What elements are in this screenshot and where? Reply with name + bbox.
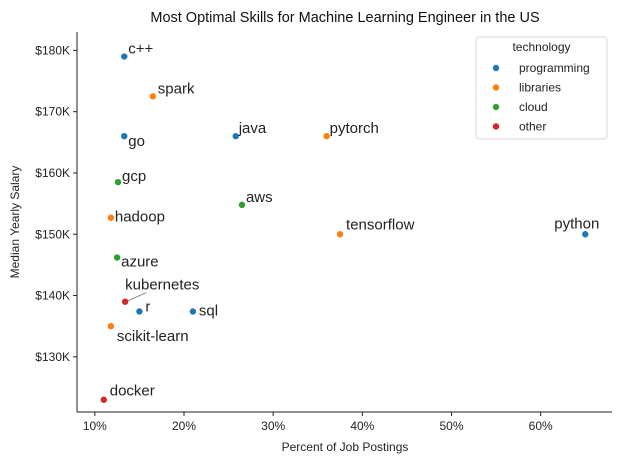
data-point [336, 230, 345, 239]
y-tick-label: $140K [35, 289, 70, 303]
y-tick-label: $180K [35, 43, 70, 57]
point-label: tensorflow [346, 216, 415, 233]
point-label: spark [158, 80, 195, 97]
y-tick-label: $160K [35, 166, 70, 180]
x-tick-label: 10% [83, 419, 107, 433]
data-point [581, 230, 590, 239]
point-label: docker [110, 383, 155, 400]
point-label: c++ [128, 41, 153, 58]
point-label: pytorch [330, 120, 379, 137]
data-point [148, 92, 157, 101]
point-label: hadoop [115, 209, 165, 226]
point-label: gcp [122, 168, 146, 185]
data-point [120, 52, 129, 61]
y-tick-label: $170K [35, 105, 70, 119]
data-point [114, 178, 123, 187]
label-connector [127, 292, 147, 302]
legend-label: libraries [519, 81, 561, 95]
point-label: azure [121, 254, 159, 271]
x-tick-label: 20% [172, 419, 196, 433]
point-label: scikit-learn [117, 328, 189, 345]
data-point [322, 132, 331, 141]
point-label: python [554, 215, 599, 232]
plot-area: 10% 20% 30% 40% 50% 60% $130K $140K $150K $160K $1… [35, 32, 612, 433]
x-tick-label: 40% [350, 419, 374, 433]
data-point [237, 200, 246, 209]
point-label: go [128, 133, 145, 150]
x-tick-label: 30% [261, 419, 285, 433]
legend-marker [491, 103, 500, 112]
y-tick-label: $150K [35, 227, 70, 241]
legend-box [475, 36, 608, 140]
data-point [188, 307, 197, 316]
point-label: kubernetes [125, 277, 199, 294]
data-point [106, 213, 115, 222]
data-point [99, 395, 108, 404]
y-axis-label: Median Yearly Salary [8, 166, 22, 279]
legend: technology programming libraries cloud other [475, 36, 608, 140]
legend-marker [491, 64, 500, 73]
legend-title: technology [512, 40, 570, 54]
data-point [120, 132, 129, 141]
data-point [135, 307, 144, 316]
data-point [106, 322, 115, 331]
data-point [121, 297, 130, 306]
data-point [113, 253, 122, 262]
x-axis-label: Percent of Job Postings [282, 440, 409, 454]
point-label: r [145, 298, 150, 315]
x-tick-label: 60% [529, 419, 553, 433]
x-tick-label: 50% [439, 419, 463, 433]
y-tick-label: $130K [35, 350, 70, 364]
legend-label: programming [519, 61, 590, 75]
chart-title: Most Optimal Skills for Machine Learning… [150, 10, 539, 26]
point-label: sql [199, 302, 218, 319]
legend-marker [491, 122, 500, 131]
legend-label: cloud [519, 100, 548, 114]
point-label: aws [246, 189, 273, 206]
legend-marker [491, 83, 500, 92]
data-point [231, 132, 240, 141]
point-label: java [238, 120, 267, 137]
legend-label: other [519, 120, 546, 134]
